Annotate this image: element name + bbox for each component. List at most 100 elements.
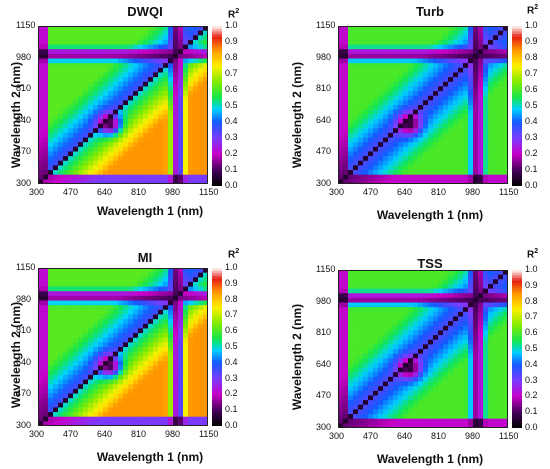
heatmap-cell (458, 170, 464, 176)
heatmap-cell (108, 309, 114, 315)
heatmap-cell (348, 409, 354, 415)
heatmap-cell (183, 95, 189, 101)
heatmap-cell (78, 272, 84, 278)
heatmap-cell (488, 386, 494, 392)
heatmap-cell (68, 314, 74, 320)
heatmap-cell (348, 283, 354, 289)
heatmap-cell (73, 291, 79, 297)
heatmap-cell (453, 179, 459, 184)
heatmap-cell (503, 86, 508, 92)
heatmap-cell (368, 395, 374, 401)
heatmap-cell (198, 151, 204, 157)
heatmap-cell (453, 105, 459, 111)
heatmap-cell (373, 146, 379, 152)
heatmap-cell (443, 77, 449, 83)
heatmap-cell (183, 402, 189, 408)
heatmap-cell (108, 44, 114, 50)
heatmap-cell (78, 81, 84, 87)
heatmap-cell (88, 174, 94, 180)
heatmap-cell (98, 360, 104, 366)
heatmap-cell (68, 328, 74, 334)
heatmap-cell (448, 118, 454, 124)
heatmap-cell (133, 286, 139, 292)
heatmap-cell (383, 81, 389, 87)
heatmap-cell (348, 270, 354, 276)
y-tick-label: 300 (316, 422, 332, 432)
heatmap-cell (98, 393, 104, 399)
heatmap-cell (373, 311, 379, 317)
heatmap-cell (378, 321, 384, 327)
colorbar-segment (512, 362, 522, 366)
heatmap-cell (203, 109, 208, 115)
heatmap-cell (453, 404, 459, 410)
heatmap-cell (133, 35, 139, 41)
heatmap-cell (448, 81, 454, 87)
heatmap-cell (128, 351, 134, 357)
heatmap-cell (188, 379, 194, 385)
heatmap-cell (448, 151, 454, 157)
heatmap-cell (398, 372, 404, 378)
heatmap-cell (203, 142, 208, 148)
heatmap-cell (483, 316, 489, 322)
heatmap-cell (153, 128, 159, 134)
heatmap-cell (458, 339, 464, 345)
heatmap-cell (58, 49, 64, 55)
colorbar-segment (212, 381, 222, 385)
heatmap-cell (393, 67, 399, 73)
heatmap-cell (433, 72, 439, 78)
heatmap-cell (348, 362, 354, 368)
heatmap-cell (38, 323, 44, 329)
heatmap-cell (138, 393, 144, 399)
heatmap-cell (58, 77, 64, 83)
heatmap-cell (368, 44, 374, 50)
heatmap-cell (463, 63, 469, 69)
heatmap-cell (133, 319, 139, 325)
colorbar (212, 268, 222, 426)
heatmap-cell (468, 400, 474, 406)
heatmap-cell (458, 137, 464, 143)
heatmap-cell (53, 53, 59, 59)
heatmap-cell (108, 91, 114, 97)
heatmap-cell (403, 307, 409, 313)
heatmap-cell (78, 323, 84, 329)
heatmap-cell (38, 281, 44, 287)
heatmap-cell (53, 277, 59, 283)
colorbar-tick-label: 1.0 (525, 264, 538, 274)
heatmap-cell (343, 390, 349, 396)
heatmap-cell (438, 109, 444, 115)
heatmap-cell (63, 174, 69, 180)
heatmap-cell (88, 309, 94, 315)
heatmap-cell (78, 281, 84, 287)
colorbar-segment (212, 146, 222, 150)
heatmap-cell (183, 44, 189, 50)
heatmap-cell (63, 388, 69, 394)
heatmap-cell (88, 272, 94, 278)
heatmap-cell (473, 170, 479, 176)
heatmap-cell (423, 91, 429, 97)
heatmap-cell (463, 367, 469, 373)
heatmap-cell (198, 314, 204, 320)
heatmap-cell (443, 30, 449, 36)
heatmap-cell (163, 347, 169, 353)
heatmap-cell (348, 44, 354, 50)
heatmap-cell (188, 44, 194, 50)
heatmap-cell (338, 142, 344, 148)
heatmap-cell (68, 402, 74, 408)
heatmap-cell (503, 386, 508, 392)
heatmap-cell (178, 309, 184, 315)
heatmap-cell (188, 323, 194, 329)
heatmap-cell (358, 132, 364, 138)
colorbar-tick-label: 0.0 (525, 180, 538, 190)
heatmap-cell (353, 404, 359, 410)
heatmap-cell (113, 72, 119, 78)
heatmap-cell (163, 114, 169, 120)
heatmap-cell (463, 400, 469, 406)
heatmap-cell (473, 288, 479, 294)
heatmap-cell (48, 305, 54, 311)
heatmap-cell (428, 316, 434, 322)
heatmap-cell (53, 39, 59, 45)
heatmap-cell (163, 91, 169, 97)
heatmap-cell (138, 384, 144, 390)
heatmap-cell (428, 72, 434, 78)
heatmap-cell (408, 297, 414, 303)
